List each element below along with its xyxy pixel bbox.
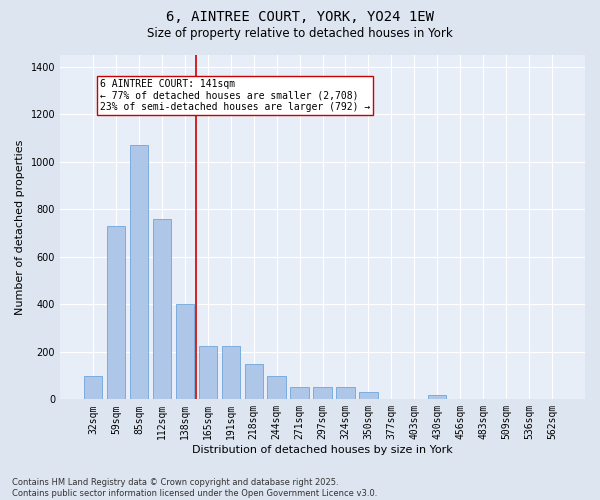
- Text: Contains HM Land Registry data © Crown copyright and database right 2025.
Contai: Contains HM Land Registry data © Crown c…: [12, 478, 377, 498]
- Bar: [313, 388, 332, 400]
- Bar: [107, 226, 125, 400]
- Bar: [153, 219, 171, 400]
- Text: Size of property relative to detached houses in York: Size of property relative to detached ho…: [147, 28, 453, 40]
- Bar: [130, 145, 148, 400]
- Text: 6, AINTREE COURT, YORK, YO24 1EW: 6, AINTREE COURT, YORK, YO24 1EW: [166, 10, 434, 24]
- Bar: [268, 376, 286, 400]
- Bar: [428, 394, 446, 400]
- Bar: [221, 346, 240, 400]
- X-axis label: Distribution of detached houses by size in York: Distribution of detached houses by size …: [192, 445, 453, 455]
- Bar: [290, 388, 309, 400]
- Bar: [176, 304, 194, 400]
- Bar: [245, 364, 263, 400]
- Bar: [84, 376, 102, 400]
- Bar: [336, 388, 355, 400]
- Y-axis label: Number of detached properties: Number of detached properties: [15, 140, 25, 315]
- Bar: [359, 392, 377, 400]
- Bar: [199, 346, 217, 400]
- Text: 6 AINTREE COURT: 141sqm
← 77% of detached houses are smaller (2,708)
23% of semi: 6 AINTREE COURT: 141sqm ← 77% of detache…: [100, 78, 370, 112]
